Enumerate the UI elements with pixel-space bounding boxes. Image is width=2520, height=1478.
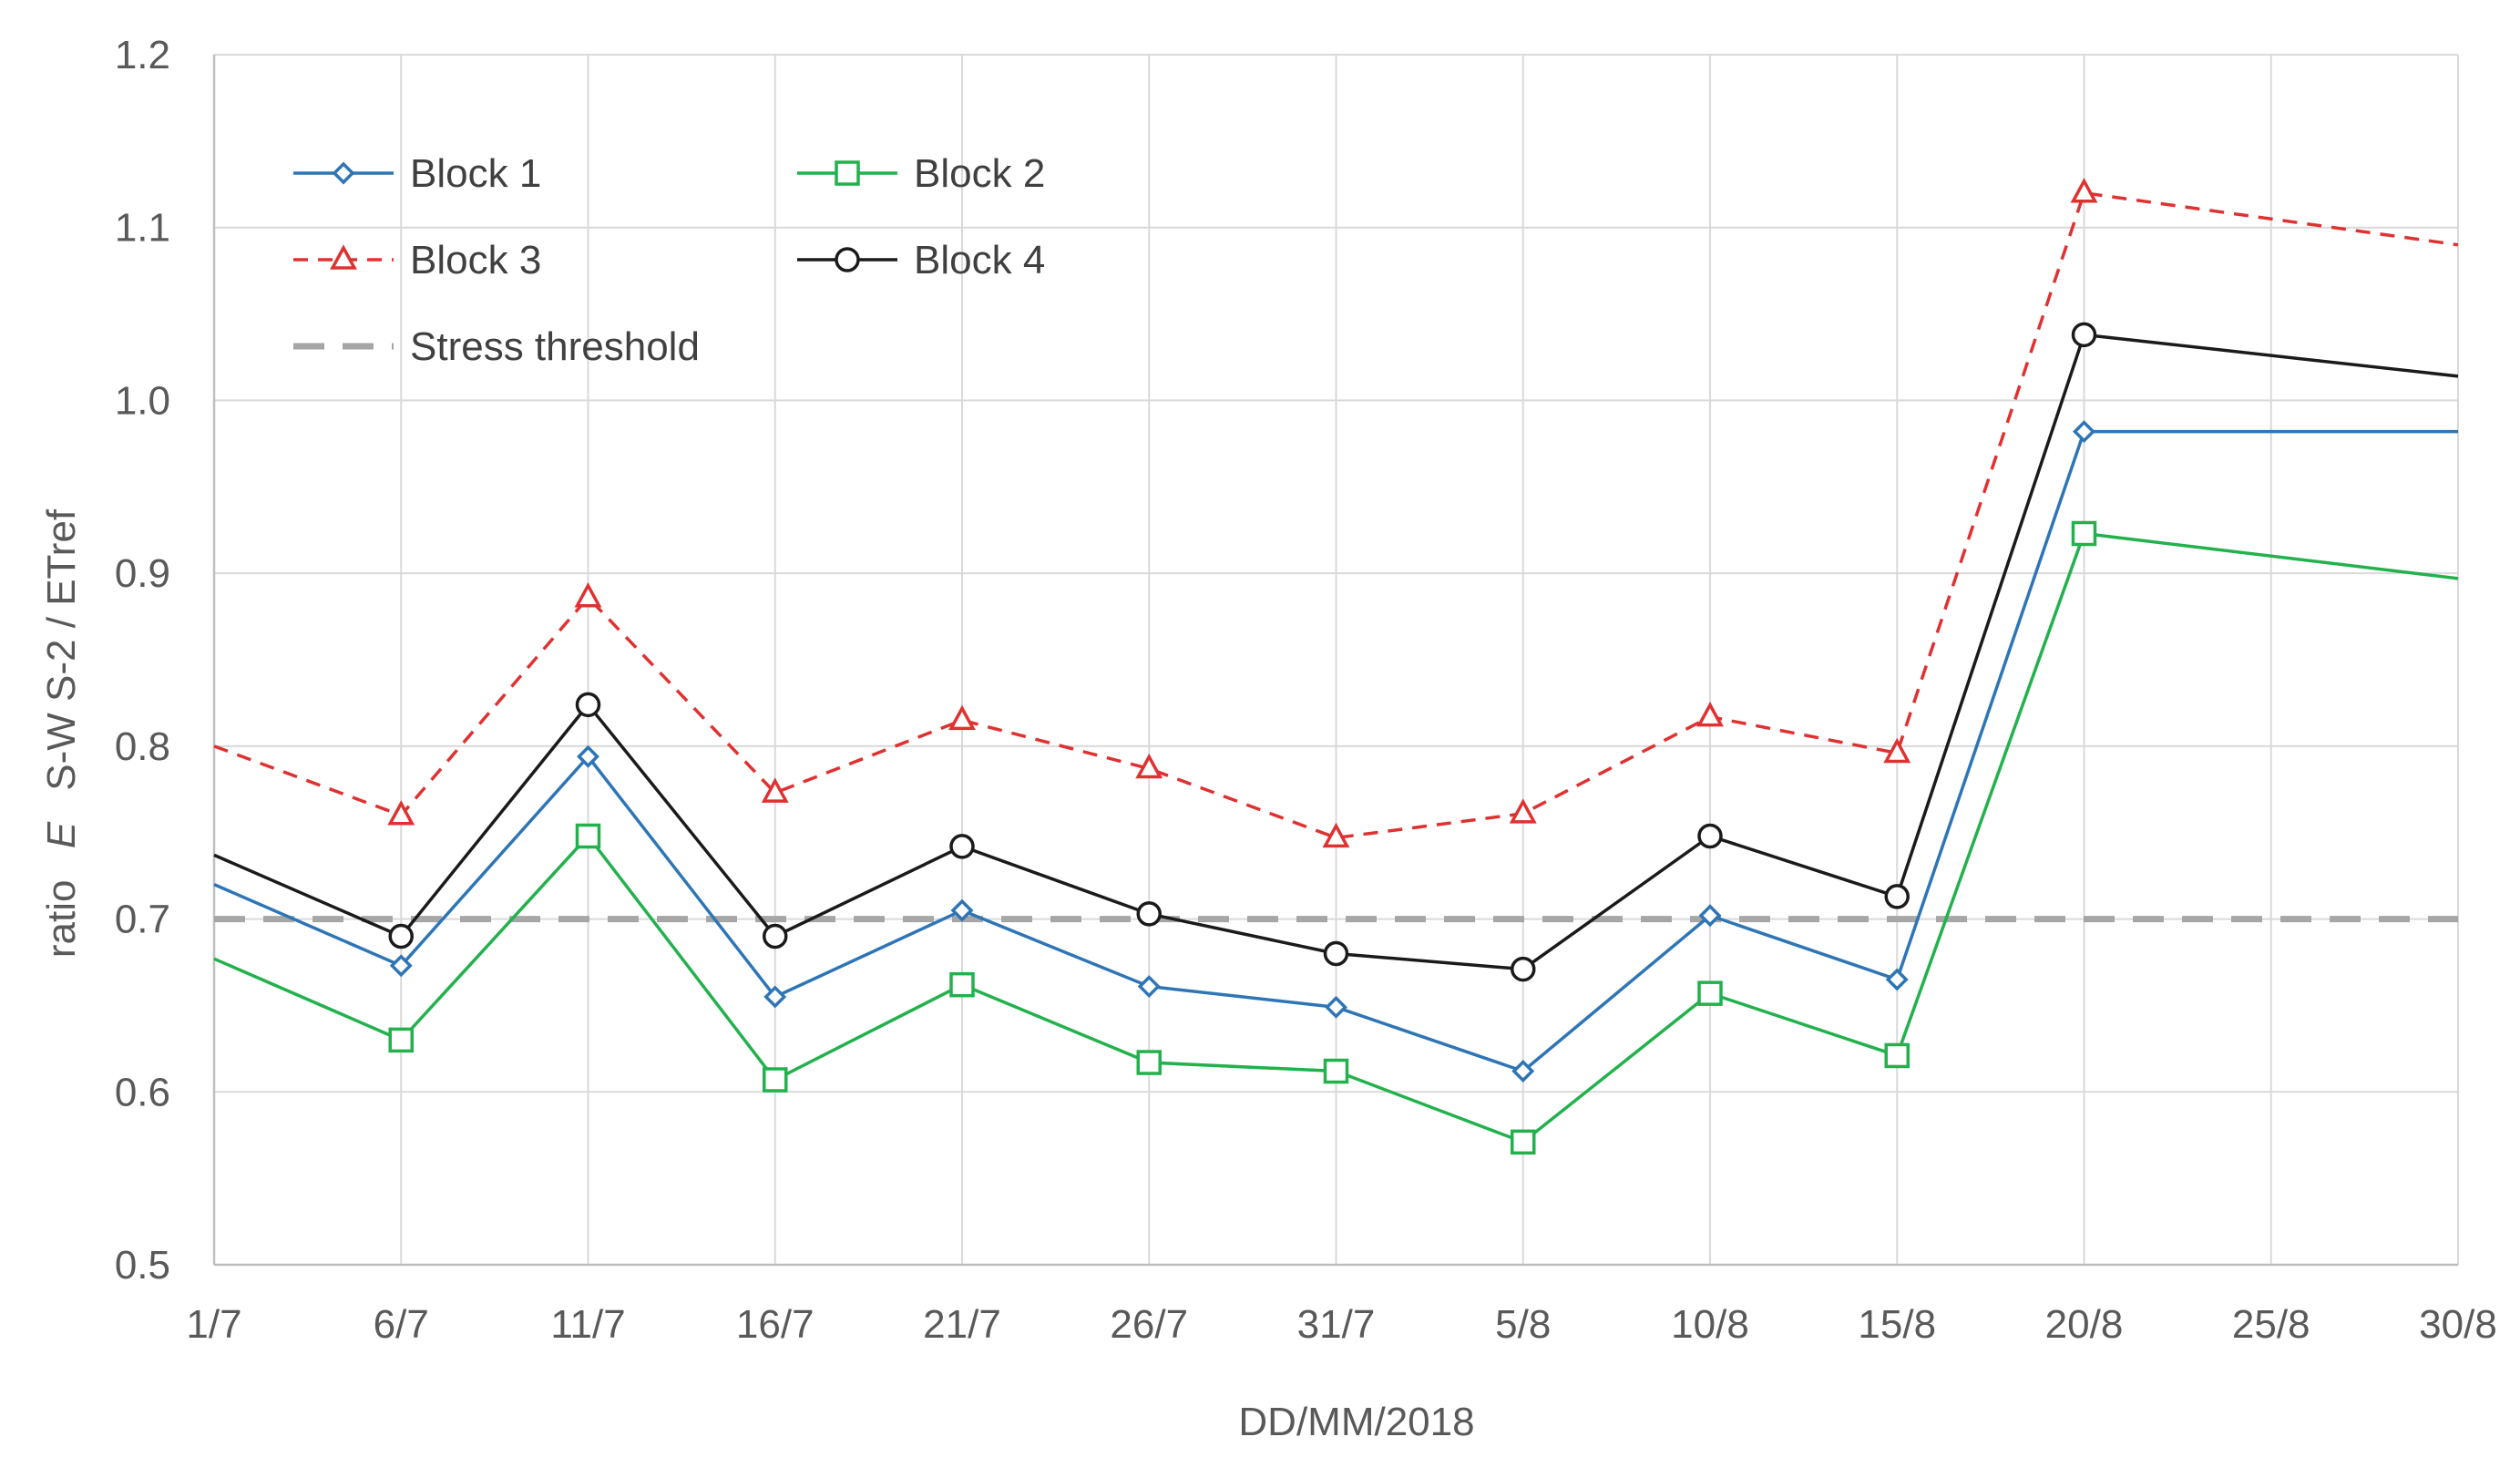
data-point-block-4: [575, 692, 601, 718]
legend-label: Block 1: [410, 151, 541, 196]
legend-swatch-marker: [835, 160, 860, 186]
x-tick-label: 31/7: [1297, 1302, 1376, 1347]
x-tick-label: 21/7: [923, 1302, 1001, 1347]
data-point-block-4: [763, 923, 788, 949]
data-point-block-3: [1322, 822, 1350, 848]
x-tick-label: 26/7: [1110, 1302, 1188, 1347]
series-block-1: [213, 420, 2458, 1083]
data-point-block-2: [1511, 1129, 1536, 1155]
legend-label: Block 2: [914, 151, 1045, 196]
series-line-block-4: [213, 333, 2459, 971]
data-point-block-3: [761, 777, 789, 803]
data-point-block-4: [388, 923, 414, 949]
data-point-block-1: [1325, 995, 1347, 1019]
y-axis-title-part: S-W S-2 / ETref: [39, 508, 84, 791]
series-block-4: [213, 322, 2459, 982]
legend-item-block-2: Block 2: [797, 151, 1045, 196]
series-block-2: [213, 520, 2459, 1155]
data-point-block-3: [1696, 701, 1724, 727]
data-point-block-1: [1137, 975, 1161, 999]
x-axis-title: DD/MM/2018: [1238, 1400, 1474, 1444]
data-point-block-2: [1697, 980, 1723, 1006]
y-axis-title: ratio E S-W S-2 / ETref: [39, 508, 84, 958]
data-point-block-2: [2071, 520, 2097, 547]
legend-label: Block 4: [914, 238, 1045, 282]
y-tick-label: 0.6: [115, 1070, 170, 1114]
data-point-block-3: [574, 582, 602, 608]
data-point-block-4: [1511, 956, 1536, 982]
legend: Block 1 Block 2 Block 3 Block 4 Stress thres…: [293, 151, 1045, 369]
series-block-3: [213, 178, 2459, 848]
data-point-block-4: [2071, 322, 2097, 348]
data-point-block-3: [2070, 178, 2098, 203]
data-point-block-4: [1323, 940, 1349, 967]
x-tick-label: 10/8: [1671, 1302, 1749, 1347]
data-point-block-4: [1884, 884, 1910, 909]
data-point-block-4: [949, 834, 975, 859]
x-tick-label: 11/7: [550, 1302, 625, 1347]
y-tick-label: 1.0: [115, 378, 170, 423]
x-tick-label: 5/8: [1495, 1302, 1551, 1347]
y-axis-title-symbol: E: [39, 821, 84, 848]
data-point-block-2: [388, 1027, 414, 1053]
data-point-block-1: [2073, 420, 2095, 444]
legend-swatch-marker: [332, 161, 355, 185]
y-tick-label: 0.8: [115, 724, 170, 769]
x-tick-label: 16/7: [736, 1302, 814, 1347]
y-tick-label: 1.2: [115, 33, 170, 77]
legend-item-block-4: Block 4: [797, 238, 1045, 282]
series-line-block-1: [213, 429, 2458, 1073]
legend-swatch-marker: [330, 244, 357, 270]
data-point-block-1: [577, 744, 599, 768]
series-layer: [213, 178, 2459, 1155]
data-point-block-1: [763, 985, 787, 1009]
data-point-block-1: [1698, 904, 1722, 928]
data-point-block-2: [763, 1067, 788, 1093]
legend-item-stress-threshold: Stress threshold: [293, 324, 700, 369]
data-point-block-1: [1885, 968, 1909, 991]
data-point-block-2: [1884, 1042, 1910, 1069]
legend-label: Stress threshold: [410, 324, 700, 369]
data-point-block-1: [1511, 1060, 1535, 1083]
data-point-block-2: [1136, 1050, 1162, 1075]
data-point-block-2: [1323, 1058, 1349, 1084]
x-tick-label: 20/8: [2045, 1302, 2124, 1347]
legend-swatch-marker: [835, 247, 860, 272]
x-tick-label: 25/8: [2232, 1302, 2310, 1347]
x-tick-label: 15/8: [1858, 1302, 1936, 1347]
x-tick-label: 1/7: [186, 1302, 241, 1347]
data-point-block-3: [948, 704, 976, 731]
y-tick-label: 0.5: [115, 1243, 170, 1288]
data-point-block-3: [1135, 753, 1163, 779]
series-line-block-2: [213, 531, 2459, 1144]
data-point-block-3: [1509, 798, 1537, 824]
data-point-block-4: [1697, 823, 1723, 849]
y-tick-label: 0.7: [115, 898, 170, 942]
data-point-block-3: [387, 800, 415, 826]
x-tick-label: 30/8: [2419, 1302, 2497, 1347]
data-point-block-3: [1883, 737, 1911, 764]
x-tick-label: 6/7: [374, 1302, 429, 1347]
y-axis-title-part: ratio: [39, 880, 84, 959]
legend-item-block-3: Block 3: [293, 238, 541, 282]
y-tick-label: 1.1: [115, 206, 170, 251]
data-point-block-4: [1136, 901, 1162, 927]
legend-label: Block 3: [410, 238, 541, 282]
legend-item-block-1: Block 1: [293, 151, 541, 196]
data-point-block-2: [575, 823, 601, 849]
data-point-block-2: [949, 971, 975, 998]
axes: 0.5 0.6 0.7 0.8 0.9 1.0 1.1 1.2 1/7 6/7 11/7 16/7 21…: [115, 33, 2497, 1347]
data-point-block-1: [389, 954, 413, 978]
data-point-block-1: [950, 898, 974, 922]
y-tick-label: 0.9: [115, 551, 170, 596]
